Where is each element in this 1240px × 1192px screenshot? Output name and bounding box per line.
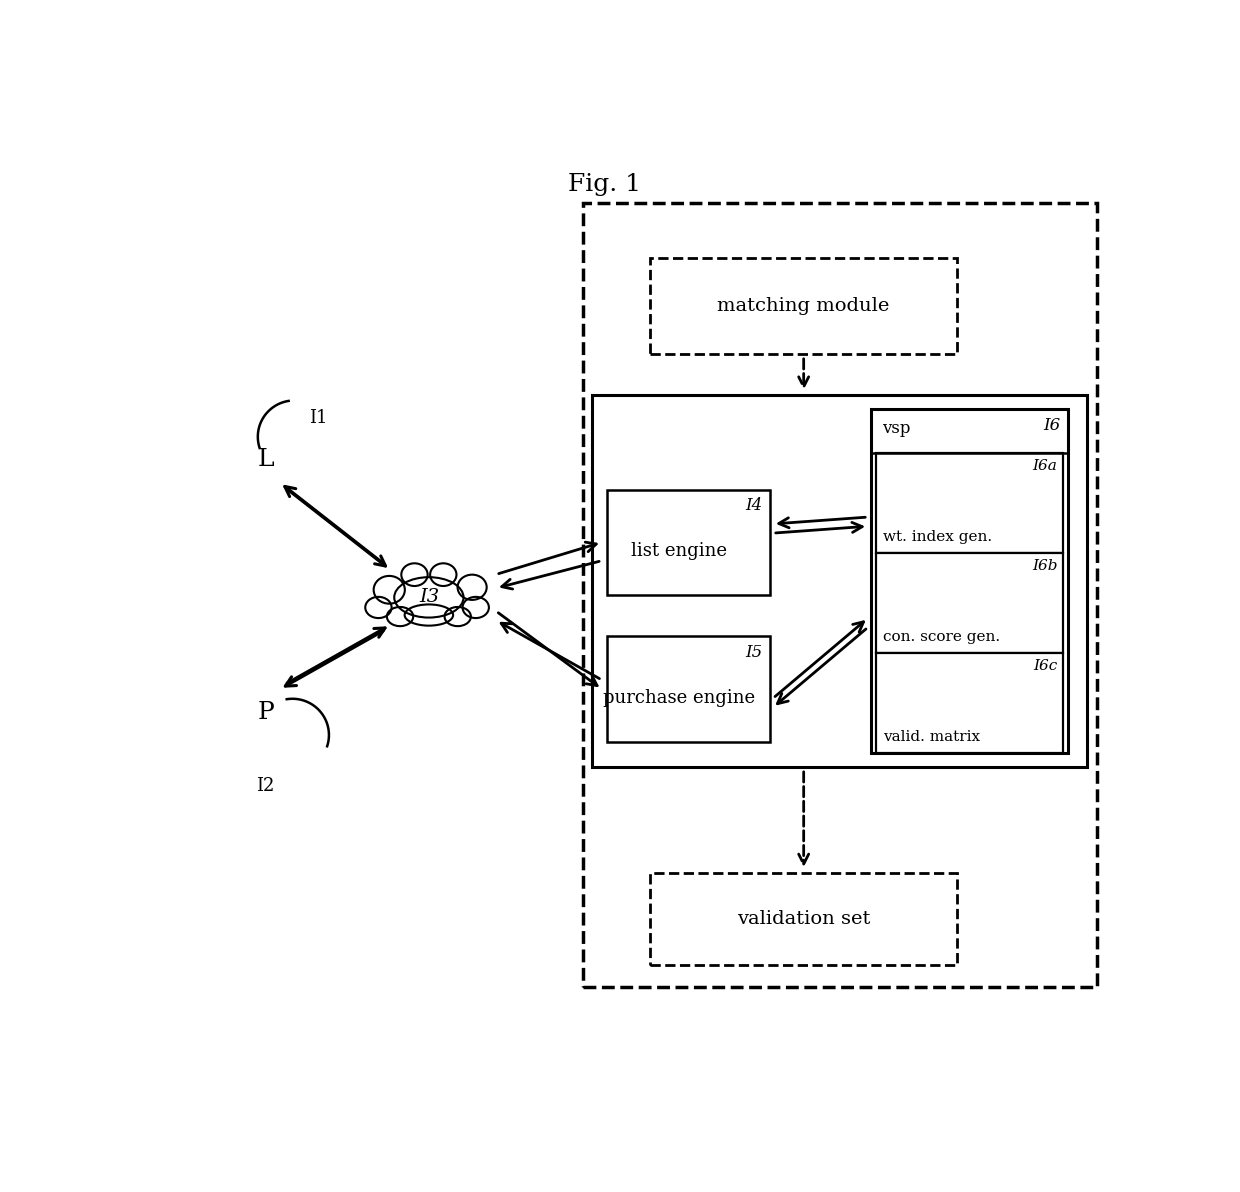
Bar [593, 396, 1087, 768]
Text: purchase engine: purchase engine [603, 689, 755, 707]
Ellipse shape [373, 576, 404, 603]
Bar [606, 490, 770, 595]
Text: I6: I6 [1043, 416, 1060, 434]
Text: I5: I5 [745, 644, 763, 660]
Text: I3: I3 [419, 589, 439, 607]
Text: I1: I1 [309, 409, 327, 428]
Bar [583, 203, 1096, 987]
Ellipse shape [458, 575, 486, 600]
Bar [875, 653, 1063, 753]
Bar [650, 257, 957, 354]
Ellipse shape [463, 597, 489, 619]
Text: I4: I4 [745, 497, 763, 514]
Bar [875, 453, 1063, 553]
Ellipse shape [404, 604, 453, 626]
Text: I2: I2 [255, 776, 274, 795]
Ellipse shape [445, 607, 471, 626]
Bar [606, 637, 770, 741]
Text: I6b: I6b [1032, 559, 1058, 573]
Text: matching module: matching module [718, 297, 890, 315]
Ellipse shape [430, 564, 456, 586]
Text: Fig. 1: Fig. 1 [568, 173, 641, 195]
Bar [650, 873, 957, 964]
Ellipse shape [366, 597, 392, 619]
Text: wt. index gen.: wt. index gen. [883, 530, 992, 544]
Text: I6a: I6a [1033, 459, 1058, 473]
Text: list engine: list engine [631, 542, 727, 560]
Text: validation set: validation set [737, 909, 870, 927]
Ellipse shape [402, 564, 428, 586]
Text: valid. matrix: valid. matrix [883, 731, 981, 744]
Ellipse shape [387, 607, 413, 626]
Text: con. score gen.: con. score gen. [883, 631, 1001, 644]
Text: vsp: vsp [883, 421, 911, 437]
Text: P: P [257, 701, 274, 724]
Bar [875, 553, 1063, 653]
Ellipse shape [394, 577, 464, 617]
Bar [870, 409, 1068, 753]
Text: L: L [257, 448, 274, 471]
Text: I6c: I6c [1033, 659, 1058, 672]
